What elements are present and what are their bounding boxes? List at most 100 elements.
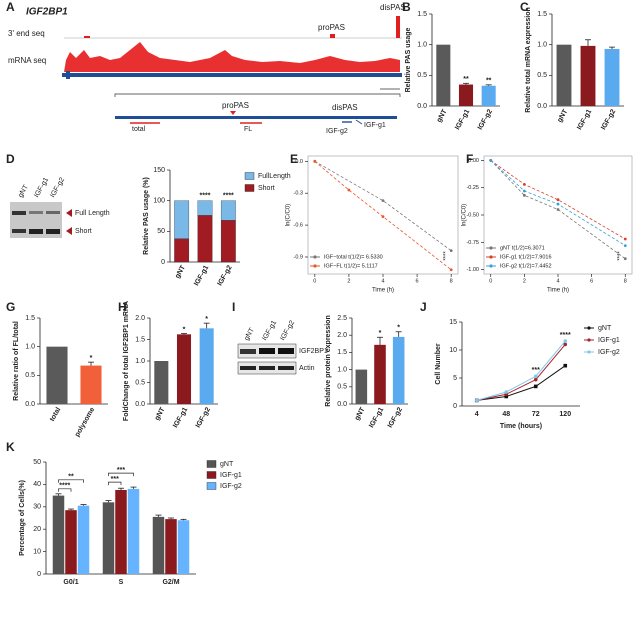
y-tick-label: 0.5: [417, 72, 427, 79]
point: [556, 198, 560, 202]
y-tick-label: 0.5: [135, 379, 145, 386]
chart: H 0.0 0.5 1.0 1.5 2.0 FoldChange of total IGF2…: [118, 300, 218, 429]
point: [489, 158, 493, 162]
point: [381, 215, 385, 218]
x-tick-label: 8: [624, 278, 627, 284]
annotation: ****: [618, 251, 624, 261]
bar: [374, 344, 386, 404]
bar: [154, 361, 169, 404]
x-tick-label: G0/1: [63, 579, 78, 586]
legend-swatch: [244, 172, 255, 180]
y-tick-label: 2.0: [337, 332, 347, 339]
y-tick-label: 0: [37, 571, 41, 578]
bar: [604, 48, 620, 106]
y-tick-label: 0.0: [295, 159, 303, 165]
legend-label: IGF-g2: [220, 483, 242, 490]
x-tick-label: IGF-g2: [217, 264, 234, 287]
y-tick-label: 0.0: [337, 401, 347, 408]
line: [476, 365, 566, 401]
marker: [504, 394, 509, 399]
significance-bracket: [108, 472, 134, 477]
legend-label: IGF−FL t(1/2)= 5.1117: [324, 263, 378, 269]
y-tick-label: 0.5: [537, 72, 547, 79]
annotation: ****: [560, 332, 571, 339]
lane-label: IGF-g2: [279, 319, 296, 341]
panel-label: H: [118, 300, 127, 314]
bar: [77, 505, 90, 574]
x-axis-label: Time (h): [372, 288, 394, 294]
track-label: mRNA seq: [8, 56, 46, 65]
gel-panel: D gNT IGF-g1 IGF-g2 Full Length Short: [6, 152, 110, 238]
panel-label: D: [6, 152, 15, 166]
y-tick-label: 1.5: [337, 349, 347, 356]
track-label: 3' end seq: [8, 29, 45, 38]
point: [313, 159, 317, 163]
legend-swatch: [587, 326, 591, 330]
y-axis-label: FoldChange of total IGF2BP1 mRNA: [123, 301, 130, 421]
y-tick-label: 50: [33, 459, 41, 466]
y-tick-label: -0.75: [466, 240, 479, 246]
bar: [355, 369, 368, 404]
y-tick-label: -0.9: [294, 254, 303, 260]
y-tick-label: 5: [453, 375, 457, 382]
annotation: ***: [111, 476, 119, 483]
lane-label: gNT: [17, 183, 30, 199]
y-axis-label: Percentage of Cells(%): [19, 480, 26, 556]
x-axis-label: Time (hours): [500, 423, 542, 430]
point: [623, 244, 627, 247]
point: [381, 199, 385, 203]
peak: [84, 36, 90, 38]
x-tick-label: 0: [489, 278, 492, 284]
y-tick-label: 2.0: [135, 315, 145, 322]
x-tick-label: 8: [450, 278, 453, 284]
y-tick-label: 1.0: [25, 344, 35, 351]
x-tick-label: gNT: [154, 406, 167, 422]
y-tick-label: 0: [453, 403, 457, 410]
x-tick-label: gNT: [436, 108, 449, 124]
panel-label: C: [520, 0, 529, 14]
legend-label: gNT: [220, 461, 234, 468]
y-tick-label: 1.0: [537, 42, 547, 49]
x-tick-label: gNT: [354, 406, 367, 422]
chart: E0.0 -0.3 -0.6 -0.9 ln(C/C0) Time (h) 0 2 4 6 8 ***…: [286, 152, 459, 294]
annotation: ***: [117, 467, 125, 474]
bar: [580, 45, 596, 106]
x-tick-label: polysome: [74, 406, 96, 438]
x-tick-label: IGF-g2: [477, 108, 494, 131]
x-tick-label: IGF-g2: [195, 406, 212, 429]
bar: [436, 44, 451, 106]
bar: [177, 520, 190, 574]
y-tick-label: 15: [449, 319, 457, 326]
point: [449, 268, 453, 272]
blot-band: [240, 349, 256, 354]
bar-segment: [220, 220, 236, 263]
pas-label: disPAS: [332, 103, 358, 112]
gene-model: [115, 116, 397, 119]
marker: [533, 374, 538, 379]
point: [556, 202, 560, 206]
y-tick-label: -0.25: [466, 185, 479, 191]
pas-marker: [230, 111, 236, 115]
annotation: ****: [444, 251, 450, 261]
legend-swatch: [313, 255, 317, 259]
y-tick-label: 0.0: [417, 103, 427, 110]
x-tick-label: 4: [556, 278, 559, 284]
lane-label: IGF-g1: [261, 319, 278, 341]
x-tick-label: 4: [475, 411, 479, 418]
point: [556, 208, 560, 211]
bar-segment: [197, 200, 213, 216]
y-tick-label: 0.0: [537, 103, 547, 110]
y-tick-label: -0.50: [466, 212, 479, 218]
gel-band: [29, 229, 43, 234]
point: [623, 257, 627, 261]
x-tick-label: 2: [523, 278, 526, 284]
track-panel: A IGF2BP1 3' end seq disPAS proPAS mRNA …: [6, 0, 406, 135]
x-tick-label: IGF-g1: [576, 108, 593, 131]
chart: B 0.0 0.5 1.0 1.5 Relative PAS usage gNT IGF-g1…: [402, 0, 500, 131]
bar-segment: [174, 200, 190, 239]
legend-swatch: [489, 246, 493, 250]
x-tick-label: 48: [502, 411, 510, 418]
legend-swatch: [489, 264, 493, 268]
annotation: *: [183, 326, 186, 333]
x-tick-label: S: [119, 579, 124, 586]
